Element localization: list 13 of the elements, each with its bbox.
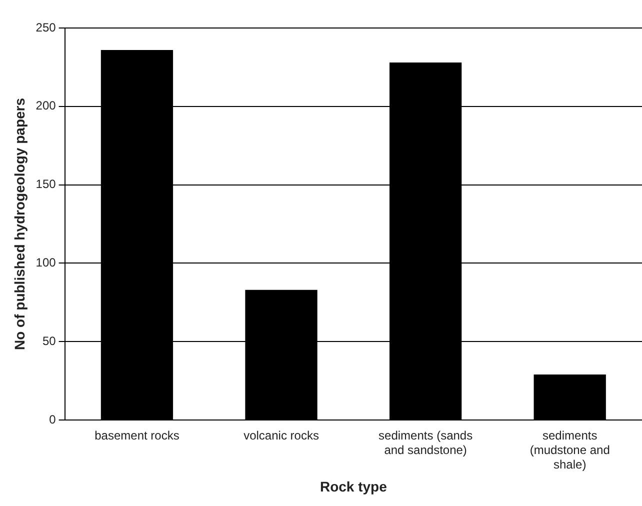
x-tick-label: sediments (sands and sandstone) — [378, 428, 473, 457]
y-tick-label: 200 — [36, 98, 56, 113]
x-tick-label: sediments (mudstone and shale) — [530, 428, 610, 472]
y-tick-label: 150 — [36, 177, 56, 192]
y-axis-title: No of published hydrogeology papers — [11, 98, 28, 350]
x-axis-title: Rock type — [320, 478, 388, 494]
y-tick-label: 100 — [36, 256, 56, 270]
bar — [534, 374, 606, 420]
y-tick-label: 0 — [49, 412, 56, 426]
x-tick-label: basement rocks — [94, 428, 180, 443]
x-tick-label: volcanic rocks — [244, 428, 319, 443]
y-tick-label: 50 — [42, 334, 56, 348]
y-tick-label: 250 — [36, 20, 56, 34]
